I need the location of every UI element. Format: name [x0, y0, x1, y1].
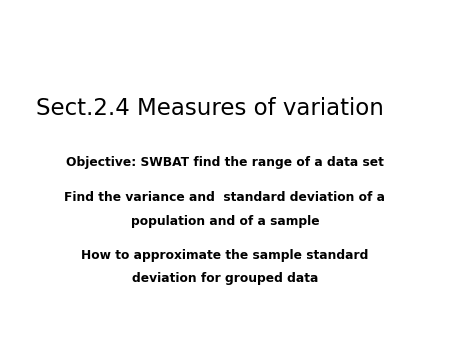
Text: Objective: SWBAT find the range of a data set: Objective: SWBAT find the range of a dat… [66, 156, 384, 169]
Text: population and of a sample: population and of a sample [130, 215, 320, 228]
Text: Sect.2.4 Measures of variation: Sect.2.4 Measures of variation [36, 97, 384, 120]
Text: deviation for grouped data: deviation for grouped data [132, 272, 318, 285]
Text: How to approximate the sample standard: How to approximate the sample standard [81, 249, 369, 262]
Text: Find the variance and  standard deviation of a: Find the variance and standard deviation… [64, 191, 386, 204]
